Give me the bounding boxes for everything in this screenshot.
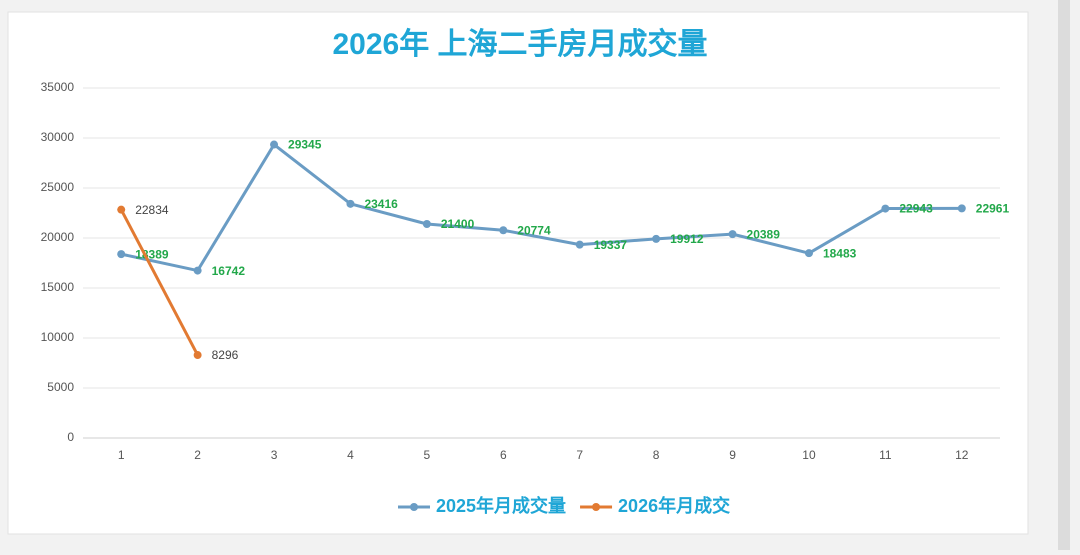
x-tick-label: 2 bbox=[194, 448, 201, 462]
data-label: 19337 bbox=[594, 238, 628, 252]
data-label: 29345 bbox=[288, 138, 322, 152]
legend-label: 2025年月成交量 bbox=[436, 495, 566, 516]
data-label: 21400 bbox=[441, 217, 475, 231]
data-label: 18483 bbox=[823, 246, 857, 260]
data-point bbox=[652, 234, 661, 243]
x-tick-label: 10 bbox=[802, 448, 816, 462]
data-label: 20774 bbox=[517, 223, 551, 237]
y-tick-label: 20000 bbox=[41, 230, 75, 244]
x-tick-label: 8 bbox=[653, 448, 660, 462]
y-tick-label: 10000 bbox=[41, 330, 75, 344]
y-tick-label: 5000 bbox=[47, 380, 74, 394]
data-label: 19912 bbox=[670, 232, 704, 246]
data-point bbox=[881, 204, 890, 213]
data-point bbox=[957, 204, 966, 213]
data-point bbox=[575, 240, 584, 249]
data-point bbox=[499, 226, 508, 235]
x-tick-label: 5 bbox=[424, 448, 431, 462]
y-tick-label: 25000 bbox=[41, 180, 75, 194]
data-point bbox=[270, 140, 279, 149]
y-tick-label: 35000 bbox=[41, 80, 75, 94]
x-tick-label: 12 bbox=[955, 448, 969, 462]
x-tick-label: 6 bbox=[500, 448, 507, 462]
x-tick-label: 7 bbox=[576, 448, 583, 462]
scrollbar bbox=[1058, 0, 1070, 550]
data-label: 16742 bbox=[212, 264, 246, 278]
series-line bbox=[119, 208, 199, 356]
data-label: 8296 bbox=[212, 348, 239, 362]
legend-marker bbox=[592, 503, 601, 511]
data-point bbox=[193, 351, 202, 360]
x-tick-label: 11 bbox=[879, 448, 892, 462]
data-label: 22961 bbox=[976, 202, 1010, 216]
chart-card bbox=[7, 11, 1029, 535]
data-label: 20389 bbox=[747, 227, 781, 241]
data-label: 22834 bbox=[135, 203, 169, 217]
data-point bbox=[346, 199, 355, 208]
data-point bbox=[117, 250, 126, 259]
data-point bbox=[728, 230, 737, 239]
legend-marker bbox=[410, 503, 418, 511]
x-tick-label: 9 bbox=[729, 448, 736, 462]
y-tick-label: 15000 bbox=[41, 280, 75, 294]
legend-label: 2026年月成交 bbox=[618, 495, 730, 516]
x-tick-label: 3 bbox=[271, 448, 278, 462]
x-tick-label: 1 bbox=[118, 448, 125, 462]
data-label: 18389 bbox=[135, 247, 169, 261]
data-point bbox=[117, 205, 126, 214]
data-label: 22943 bbox=[899, 202, 933, 216]
data-point bbox=[193, 266, 202, 275]
data-label: 23416 bbox=[364, 197, 398, 211]
x-tick-label: 4 bbox=[347, 448, 354, 462]
data-point bbox=[422, 220, 431, 228]
data-point bbox=[804, 249, 813, 258]
y-tick-label: 0 bbox=[67, 430, 74, 444]
chart-title: 2026年 上海二手房月成交量 bbox=[332, 27, 707, 61]
y-tick-label: 30000 bbox=[41, 130, 75, 144]
series-line bbox=[120, 143, 962, 273]
